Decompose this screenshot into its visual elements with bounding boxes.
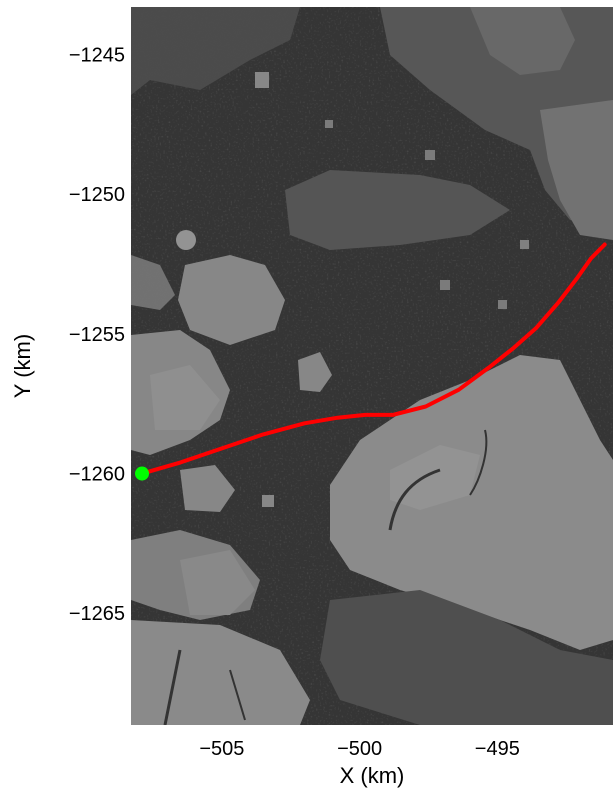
marker-layer — [135, 466, 150, 481]
y-tick-label: −1245 — [69, 44, 125, 66]
y-axis: −1245 −1250 −1255 −1260 −1265 — [69, 44, 125, 625]
x-axis-label: X (km) — [340, 763, 405, 788]
x-tick-label: −495 — [475, 738, 520, 760]
y-tick-label: −1250 — [69, 184, 125, 206]
trajectory-line — [140, 242, 607, 476]
series-layer — [140, 242, 607, 476]
y-tick-label: −1255 — [69, 324, 125, 346]
x-tick-label: −500 — [337, 738, 382, 760]
x-axis: −505 −500 −495 — [199, 738, 519, 760]
y-tick-label: −1260 — [69, 464, 125, 486]
y-axis-label: Y (km) — [10, 334, 35, 398]
start-point-marker — [135, 466, 150, 481]
x-tick-label: −505 — [199, 738, 244, 760]
satellite-image-background — [131, 7, 613, 725]
y-tick-label: −1265 — [69, 603, 125, 625]
